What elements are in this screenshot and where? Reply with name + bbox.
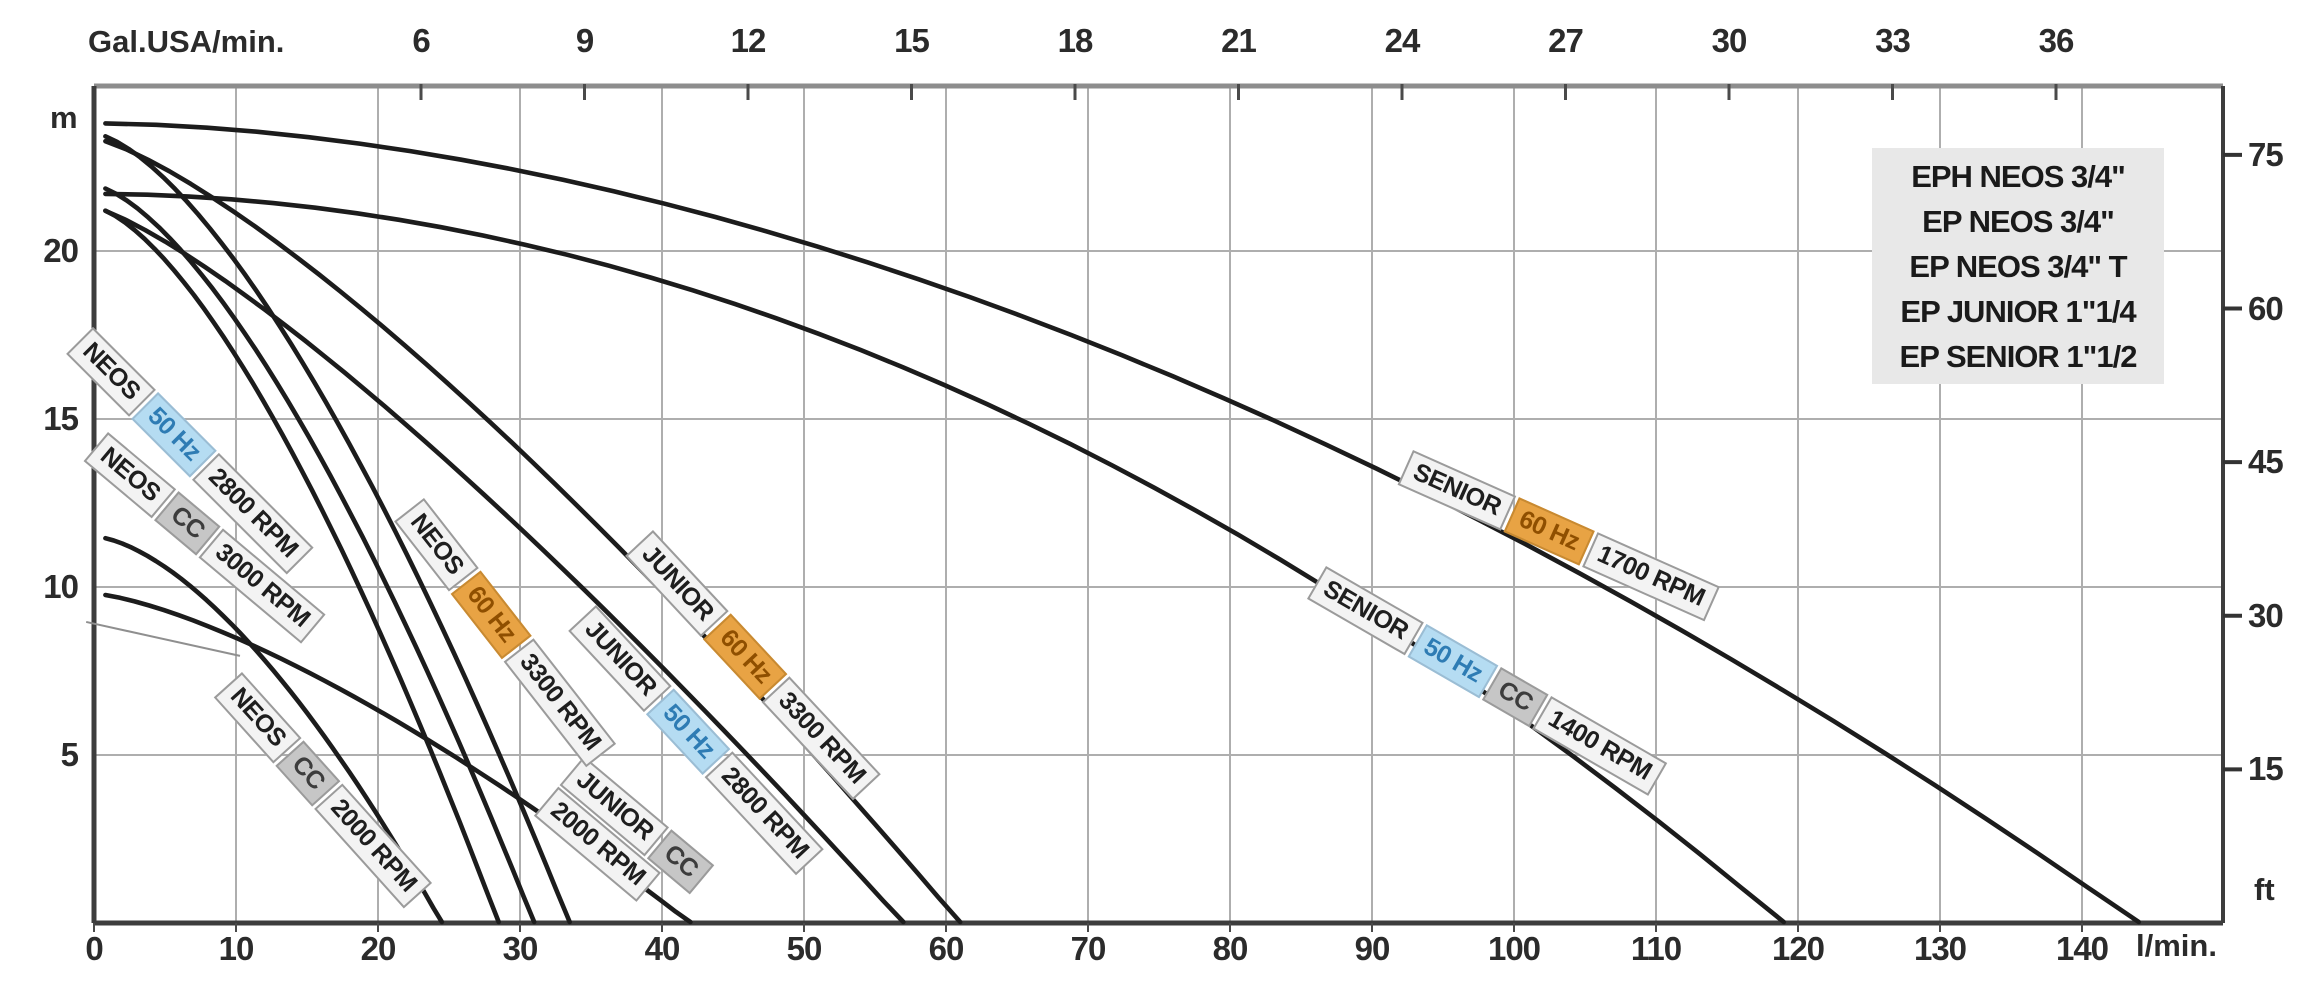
bottom-axis-tick-label: 80 (1212, 930, 1249, 967)
curve-junior50 (103, 208, 906, 925)
bottom-axis-tick-label: 0 (85, 930, 103, 967)
bottom-axis-tick-label: 20 (360, 930, 397, 967)
right-axis-tick-label: 75 (2248, 135, 2284, 173)
bottom-axis-tick-label: 40 (644, 930, 681, 967)
legend-line: EP SENIOR 1"1/2 (1899, 338, 2138, 374)
top-axis-tick-label: 15 (894, 22, 930, 59)
right-axis-tick-label: 45 (2248, 443, 2284, 481)
bottom-axis-tick-label: 110 (1630, 930, 1682, 967)
curve-neos60 (103, 134, 573, 925)
left-axis-tick-label: 15 (43, 400, 79, 437)
bottom-axis-tick-label: 10 (218, 930, 255, 967)
top-axis-tick-label: 27 (1548, 22, 1584, 59)
top-axis-tick-label: 36 (2038, 22, 2075, 59)
right-axis-tick-label: 15 (2248, 750, 2284, 788)
bottom-axis-tick-label: 30 (502, 930, 539, 967)
top-axis-tick-label: 30 (1711, 22, 1748, 59)
bottom-axis-tick-label: 90 (1354, 930, 1391, 967)
bottom-axis-tick-label: 70 (1070, 930, 1107, 967)
left-axis-tick-label: 5 (60, 736, 79, 773)
left-axis-unit: m (50, 100, 78, 135)
left-axis-tick-label: 20 (43, 232, 79, 269)
bottom-axis-tick-label: 140 (2055, 930, 2109, 967)
legend-line: EPH NEOS 3/4" (1911, 158, 2126, 194)
bottom-axis-tick-label: 50 (786, 930, 823, 967)
legend-line: EP JUNIOR 1"1/4 (1900, 293, 2136, 329)
top-axis-tick-label: 9 (575, 22, 594, 59)
legend-line: EP NEOS 3/4" (1922, 203, 2115, 239)
right-axis-tick-label: 30 (2248, 596, 2284, 634)
bottom-axis-tick-label: 60 (928, 930, 965, 967)
legend-line: EP NEOS 3/4" T (1909, 248, 2127, 284)
top-axis-tick-label: 24 (1384, 22, 1421, 59)
legend-box: EPH NEOS 3/4" EP NEOS 3/4" EP NEOS 3/4" T E… (1872, 148, 2164, 384)
label-leader-line (85, 620, 241, 657)
right-axis-tick-label: 60 (2248, 289, 2284, 327)
top-axis-tick-label: 33 (1875, 22, 1911, 59)
top-axis-tick-label: 18 (1057, 22, 1094, 59)
curve-senior60 (103, 121, 2142, 925)
curve-neoscc3000 (103, 186, 537, 925)
top-axis-title: Gal.USA/min. (88, 24, 285, 59)
right-axis-unit: ft (2254, 872, 2275, 907)
bottom-axis-tick-label: 120 (1771, 930, 1825, 967)
bottom-axis-tick-label: 100 (1487, 930, 1541, 967)
left-axis-tick-label: 10 (43, 568, 79, 605)
curve-neoscc2000 (103, 535, 445, 925)
bottom-axis-unit: l/min. (2136, 928, 2217, 963)
top-axis-tick-label: 6 (412, 22, 430, 59)
curve-neos50 (103, 208, 502, 925)
bottom-axis-tick-label: 130 (1913, 930, 1967, 967)
top-axis-tick-label: 12 (730, 22, 767, 59)
top-axis-tick-label: 21 (1221, 22, 1257, 59)
